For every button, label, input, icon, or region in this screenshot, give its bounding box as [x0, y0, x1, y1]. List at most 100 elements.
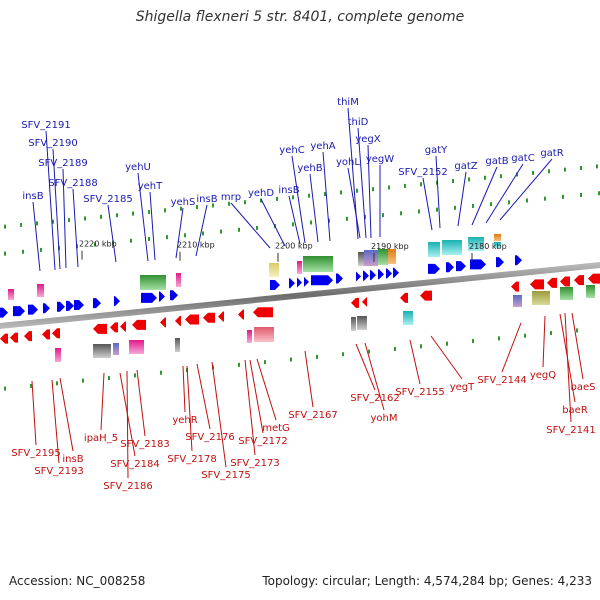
- tick-mark: [148, 236, 150, 241]
- cog-box: [586, 285, 595, 298]
- leader-line: [256, 358, 277, 421]
- gene-arrow: [93, 323, 107, 334]
- tick-mark: [420, 182, 422, 187]
- gene-label: insB: [22, 191, 43, 202]
- leader-line: [322, 151, 331, 242]
- gene-arrow: [588, 273, 600, 284]
- tick-mark: [550, 331, 552, 336]
- tick-mark: [244, 200, 246, 205]
- gene-label: SFV_2176: [185, 432, 234, 443]
- length-value: 4,574,284 bp: [423, 574, 504, 588]
- tick-mark: [372, 187, 374, 192]
- gene-label: gatY: [425, 145, 448, 156]
- cog-box: [468, 237, 484, 251]
- gene-label: yehU: [125, 162, 151, 173]
- cog-box: [378, 249, 388, 265]
- gene-arrow: [185, 314, 199, 325]
- cog-box: [297, 261, 302, 274]
- accession-value: NC_008258: [76, 574, 146, 588]
- cog-box: [140, 275, 166, 290]
- tick-mark: [100, 214, 102, 219]
- tick-mark: [436, 207, 438, 212]
- gene-label: yehA: [310, 141, 335, 152]
- gene-arrow: [0, 333, 8, 344]
- gene-arrow: [393, 267, 399, 278]
- leader-line: [32, 201, 41, 272]
- gene-arrow: [203, 312, 215, 323]
- cog-box: [37, 284, 44, 297]
- leader-line: [499, 158, 553, 221]
- genes-value: 4,233: [557, 574, 592, 588]
- leader-line: [100, 372, 105, 431]
- tick-mark: [564, 167, 566, 172]
- gene-label: SFV_2184: [110, 459, 159, 470]
- tick-mark: [148, 209, 150, 214]
- gene-label: gatZ: [454, 161, 477, 172]
- tick-mark: [260, 198, 262, 203]
- gene-arrow: [24, 331, 32, 342]
- tick-mark: [180, 206, 182, 211]
- gene-label: yohM: [370, 413, 397, 424]
- cog-box: [494, 242, 501, 248]
- leader-line: [357, 127, 367, 239]
- gene-arrow: [74, 299, 84, 310]
- cog-box: [113, 343, 119, 355]
- gene-arrow: [170, 290, 178, 301]
- tick-mark: [526, 198, 528, 203]
- genes-label: Genes:: [511, 574, 554, 588]
- gene-label: gatB: [485, 156, 508, 167]
- scale-tick-label: 2210 kbp: [177, 241, 215, 250]
- map-title: Shigella flexneri 5 str. 8401, complete …: [135, 9, 465, 25]
- leader-line: [435, 155, 441, 229]
- leader-line: [355, 343, 376, 391]
- tick-mark: [22, 249, 24, 254]
- gene-label: gatC: [511, 153, 534, 164]
- gene-arrow: [159, 291, 165, 302]
- tick-mark: [598, 191, 600, 196]
- leader-line: [304, 350, 314, 408]
- leader-line: [136, 369, 146, 437]
- tick-mark: [130, 238, 132, 243]
- cog-box: [357, 316, 367, 330]
- scale-tick-label: 2200 kbp: [275, 242, 313, 251]
- tick-mark: [400, 211, 402, 216]
- cog-box: [175, 338, 180, 352]
- leader-line: [409, 339, 421, 385]
- forward-strand-genes: [0, 255, 522, 318]
- gene-arrow: [13, 306, 25, 317]
- gene-label: mrp: [221, 192, 241, 203]
- gene-arrow: [547, 277, 557, 288]
- gene-label: metG: [262, 423, 290, 434]
- gene-arrow: [66, 300, 74, 311]
- tick-mark: [82, 378, 84, 383]
- tick-mark: [500, 174, 502, 179]
- accession-info: Accession: NC_008258: [9, 574, 145, 588]
- leader-line: [107, 204, 117, 263]
- gene-label: yegQ: [530, 370, 556, 381]
- gene-label: SFV_2185: [83, 194, 132, 205]
- scale-ticks: 2220 kbp 2210 kbp 2200 kbp 2190 kbp 2180 kbp: [79, 240, 507, 262]
- tick-mark: [116, 213, 118, 218]
- tick-mark: [228, 201, 230, 206]
- topology-value: circular: [322, 574, 367, 588]
- tick-mark: [94, 242, 96, 247]
- gene-label: SFV_2189: [38, 158, 87, 169]
- leader-line: [62, 168, 67, 269]
- gene-label: yehB: [297, 163, 322, 174]
- gene-arrow: [93, 298, 101, 309]
- gene-arrow: [0, 307, 8, 318]
- gene-label: yehD: [248, 188, 274, 199]
- leader-line: [422, 177, 433, 231]
- leader-line: [149, 191, 156, 261]
- gene-arrow: [52, 328, 60, 339]
- tick-mark: [132, 211, 134, 216]
- gene-arrow: [141, 292, 157, 303]
- tick-mark: [472, 203, 474, 208]
- gene-label: SFV_2144: [477, 375, 526, 386]
- leader-line: [195, 204, 208, 257]
- gene-label: gatR: [540, 148, 563, 159]
- tick-mark: [52, 219, 54, 224]
- tick-mark: [134, 373, 136, 378]
- tick-mark: [346, 216, 348, 221]
